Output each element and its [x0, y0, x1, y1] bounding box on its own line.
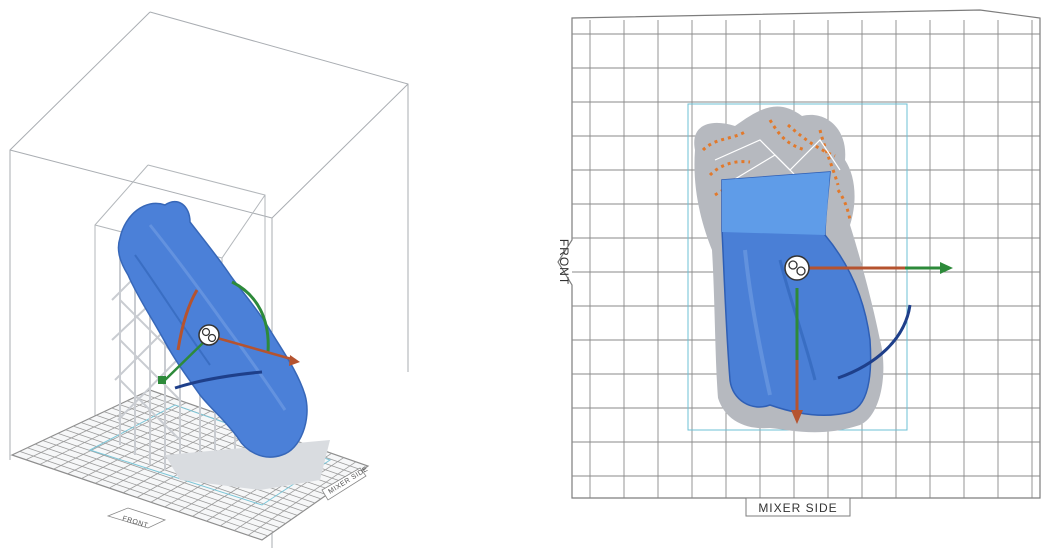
front-label-top: FRONT — [557, 239, 571, 285]
side-label-top: MIXER SIDE — [745, 497, 851, 517]
rotate-ring-icon[interactable] — [174, 370, 263, 390]
grid-line — [234, 457, 344, 531]
rotate-ring-icon[interactable] — [837, 304, 912, 380]
transform-gizmo-top[interactable] — [784, 255, 953, 424]
move-arrow-icon[interactable] — [209, 334, 300, 366]
rotate-ring-icon[interactable] — [231, 280, 270, 353]
svg-text:MIXER SIDE: MIXER SIDE — [758, 501, 837, 515]
transform-gizmo-icon[interactable] — [198, 324, 220, 346]
move-arrow-icon[interactable] — [791, 288, 803, 424]
rotate-ring-icon[interactable] — [176, 289, 199, 351]
isometric-viewport[interactable]: FRONT MIXER SIDE — [0, 0, 520, 551]
top-viewport[interactable]: FRONT MIXER SIDE — [520, 0, 1049, 551]
isometric-scene: FRONT MIXER SIDE — [9, 11, 409, 548]
transform-gizmo-icon[interactable] — [784, 255, 810, 281]
front-label-iso: FRONT — [106, 507, 167, 530]
grid-line — [247, 461, 357, 536]
top-scene: FRONT MIXER SIDE — [557, 9, 1041, 517]
svg-text:FRONT: FRONT — [557, 239, 571, 285]
move-arrow-icon[interactable] — [809, 262, 953, 274]
transform-gizmo[interactable] — [158, 280, 300, 390]
move-arrow-icon[interactable] — [158, 337, 209, 384]
